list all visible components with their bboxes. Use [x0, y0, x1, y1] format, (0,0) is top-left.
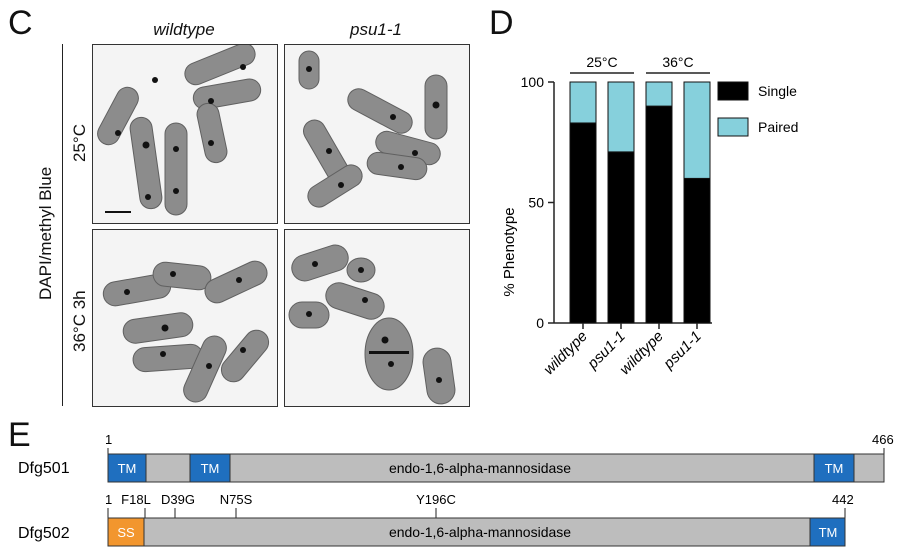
col-label-psu1-1: psu1-1: [350, 20, 402, 39]
y-tick-label-0: 0: [536, 315, 544, 331]
dfg502-ss: [107, 517, 145, 547]
bar-paired-0: [569, 81, 597, 124]
group-label-0: 25°C: [586, 54, 617, 70]
stain-label: DAPI/methyl Blue: [36, 166, 55, 300]
dfg502-domain-label: endo-1,6-alpha-mannosidase: [389, 524, 571, 540]
bar-single-1: [607, 151, 635, 324]
panel-e-letter: E: [8, 416, 31, 454]
bar-single-0: [569, 122, 597, 324]
dfg502-tm-label: TM: [819, 525, 838, 540]
group-label-1: 36°C: [662, 54, 693, 70]
bar-paired-2: [645, 81, 673, 107]
bar-paired-3: [683, 81, 711, 179]
micrograph-wildtype-25c: [92, 44, 278, 224]
row-label-25c: 25°C: [70, 124, 89, 162]
micrograph-wildtype-36c: [92, 229, 278, 407]
dfg502-end: 442: [832, 492, 854, 507]
dfg502-start: 1: [105, 492, 112, 507]
col-label-wildtype: wildtype: [153, 20, 215, 39]
mutation-d39g: D39G: [161, 492, 195, 507]
dfg501-end: 466: [872, 432, 894, 447]
dfg501-tm-2: [189, 453, 231, 483]
dfg501-tm-3-label: TM: [825, 461, 844, 476]
dfg501-tm-3: [813, 453, 855, 483]
mutation-n75s: N75S: [220, 492, 253, 507]
mutation-y196c: Y196C: [416, 492, 456, 507]
micrograph-psu1-1-25c: [284, 44, 470, 224]
dfg501-tm-2-label: TM: [201, 461, 220, 476]
x-tick-label-3: psu1-1: [660, 328, 705, 373]
dfg501-domain-label: endo-1,6-alpha-mannosidase: [389, 460, 571, 476]
x-tick-label-0: wildtype: [540, 328, 590, 378]
legend-swatch-paired: [717, 117, 749, 137]
dfg502-name: Dfg502: [18, 525, 70, 542]
legend-swatch-single: [717, 81, 749, 101]
dfg502-tm: [809, 517, 846, 547]
dfg502-ss-label: SS: [117, 525, 135, 540]
panel-d-letter: D: [489, 4, 514, 42]
y-tick-label-2: 100: [521, 74, 545, 90]
stain-divider: [62, 44, 63, 406]
mutation-f18l: F18L: [121, 492, 151, 507]
row-label-36c: 36°C 3h: [70, 290, 89, 352]
y-tick-label-1: 50: [528, 195, 544, 211]
y-axis-label: % Phenotype: [501, 207, 518, 296]
dfg501-start: 1: [105, 432, 112, 447]
panel-c-letter: C: [8, 4, 33, 42]
dfg501-name: Dfg501: [18, 460, 70, 477]
dfg501-diagram: 1 466 Dfg501 TM TM endo-1,6-alpha-mannos…: [18, 432, 894, 483]
phenotype-chart: % Phenotype 0 50 100 25°C 36°C wildtype psu1…: [501, 54, 798, 378]
dfg501-tm-1-label: TM: [118, 461, 137, 476]
legend-label-single: Single: [758, 83, 797, 99]
dfg502-diagram: 1 442 F18L D39G N75S Y196C Dfg502 SS end…: [18, 492, 854, 547]
bar-paired-1: [607, 81, 635, 153]
bar-single-3: [683, 177, 711, 324]
dfg501-tm-1: [107, 453, 147, 483]
bar-single-2: [645, 105, 673, 324]
legend-label-paired: Paired: [758, 119, 798, 135]
micrograph-psu1-1-36c: [284, 229, 470, 407]
